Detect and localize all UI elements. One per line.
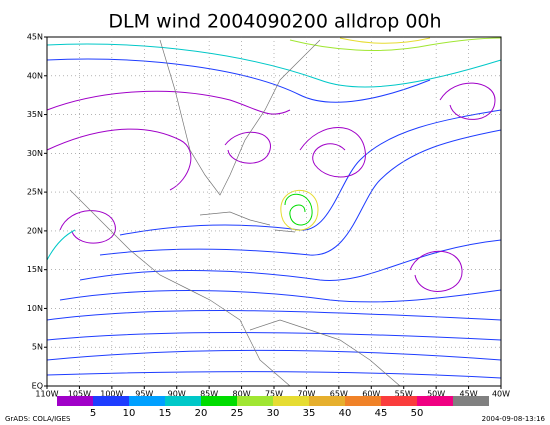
colorbar-swatch xyxy=(129,396,165,406)
lon-label: 80W xyxy=(233,390,251,399)
lon-label: 50W xyxy=(427,390,445,399)
coastlines xyxy=(69,39,401,387)
colorbar-label: 10 xyxy=(123,408,136,419)
colorbar-swatch xyxy=(237,396,273,406)
lon-label: 75W xyxy=(265,390,283,399)
colorbar-swatch xyxy=(57,396,93,406)
lat-label: 25N xyxy=(27,188,43,197)
lon-label: 110W xyxy=(35,390,58,399)
colorbar-swatch xyxy=(381,396,417,406)
map-plot xyxy=(46,37,502,387)
colorbar-label: 15 xyxy=(159,408,172,419)
lon-label: 45W xyxy=(460,390,478,399)
lon-label: 70W xyxy=(297,390,315,399)
colorbar-label: 40 xyxy=(339,408,352,419)
colorbar-label: 20 xyxy=(195,408,208,419)
lat-label: 15N xyxy=(27,265,43,274)
title: DLM wind 2004090200 alldrop 00h xyxy=(108,11,441,33)
footer-left: GrADS: COLA/IGES xyxy=(5,415,71,423)
lat-label: 10N xyxy=(27,304,43,313)
colorbar-swatch xyxy=(453,396,489,406)
footer-right: 2004-09-08-13:16 xyxy=(482,415,546,423)
lon-label: 100W xyxy=(100,390,123,399)
lon-label: 60W xyxy=(362,390,380,399)
lon-label: 65W xyxy=(330,390,348,399)
lat-label: EQ xyxy=(32,382,43,391)
lat-label: 30N xyxy=(27,149,43,158)
colorbar-label: 50 xyxy=(411,408,424,419)
lat-label: 40N xyxy=(27,71,43,80)
lat-label: 5N xyxy=(32,343,43,352)
colorbar-label: 25 xyxy=(231,408,244,419)
colorbar-swatch xyxy=(201,396,237,406)
lon-label: 90W xyxy=(168,390,186,399)
colorbar-swatch xyxy=(273,396,309,406)
colorbar-swatch xyxy=(309,396,345,406)
colorbar-label: 35 xyxy=(303,408,316,419)
lat-label: 35N xyxy=(27,110,43,119)
lon-label: 55W xyxy=(395,390,413,399)
colorbar-swatch xyxy=(417,396,453,406)
lat-label: 45N xyxy=(27,33,43,42)
colorbar-swatch xyxy=(93,396,129,406)
colorbar-label: 5 xyxy=(90,408,96,419)
lat-label: 20N xyxy=(27,226,43,235)
colorbar-label: 30 xyxy=(267,408,280,419)
lon-label: 40W xyxy=(492,390,510,399)
colorbar-swatch xyxy=(165,396,201,406)
colorbar-swatch xyxy=(345,396,381,406)
colorbar-label: 45 xyxy=(375,408,388,419)
lon-label: 85W xyxy=(200,390,218,399)
streamlines xyxy=(46,37,502,379)
lon-label: 95W xyxy=(135,390,153,399)
lon-label: 105W xyxy=(68,390,91,399)
